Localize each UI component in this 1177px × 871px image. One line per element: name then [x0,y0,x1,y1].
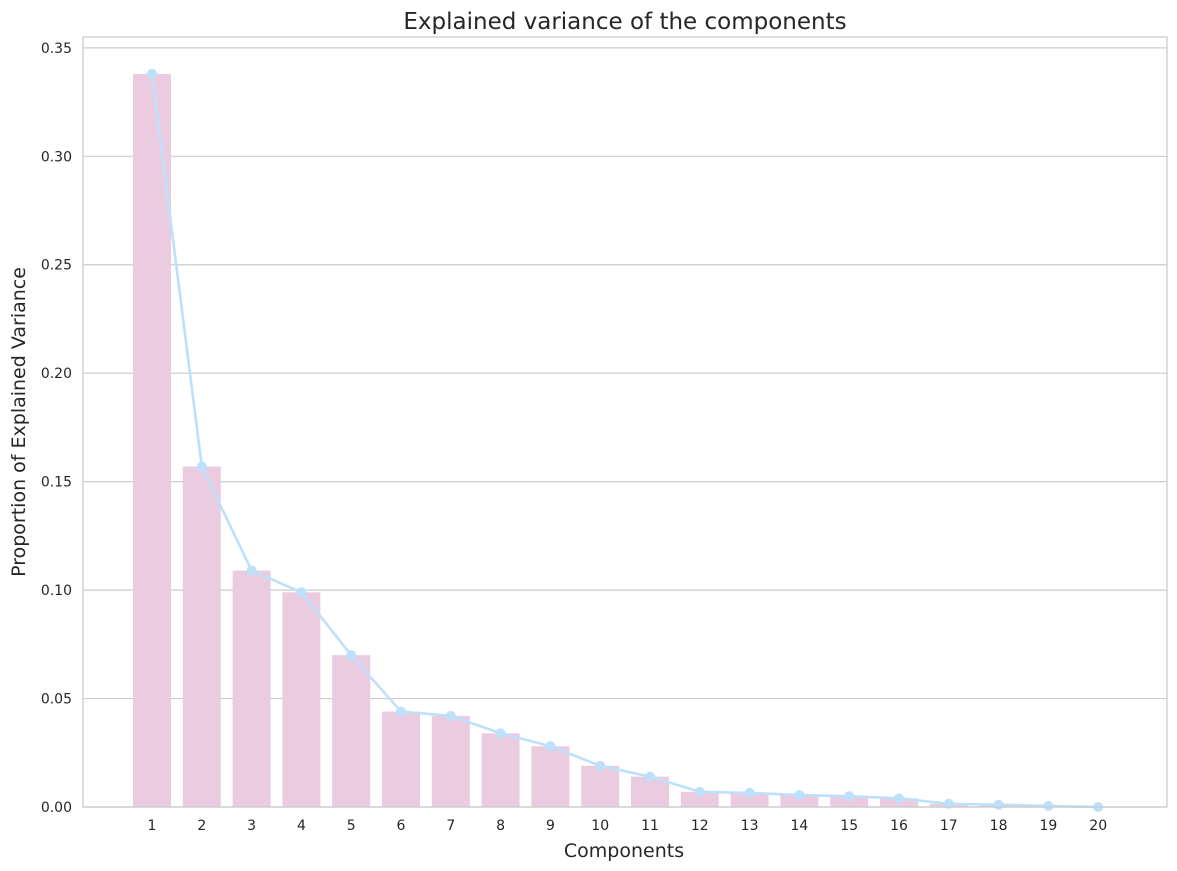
line-point [196,461,207,472]
bar [481,733,520,807]
y-tick-label: 0.05 [41,692,72,708]
line-point [943,798,954,809]
x-tick-label: 8 [496,818,505,834]
bar [282,592,321,807]
bars [133,73,1068,808]
line-point [346,650,357,661]
x-tick-label: 13 [741,818,759,834]
bar [182,466,221,807]
x-tick-label: 6 [397,818,406,834]
plot-frame [82,36,1168,808]
x-tick-label: 16 [890,818,908,834]
x-tick-label: 18 [990,818,1008,834]
line-point [894,793,904,804]
x-axis-label: Components [564,840,684,862]
y-tick-label: 0.10 [41,583,72,599]
line-point [545,741,556,752]
x-tick-label: 4 [297,818,306,834]
line-point [844,791,855,802]
y-tick-label: 0.30 [41,149,72,165]
y-tick-labels: 0.00 0.05 0.10 0.15 0.20 0.25 0.30 0.35 [41,41,72,816]
x-tick-label: 14 [790,818,808,834]
bar [382,711,420,807]
y-tick-label: 0.25 [41,258,72,274]
line-point [794,790,805,801]
bar [780,795,819,807]
x-tick-label: 11 [641,818,659,834]
y-tick-label: 0.35 [41,41,72,57]
bar [232,570,271,807]
bar [730,792,769,807]
line-point [595,760,606,771]
x-tick-label: 10 [591,818,609,834]
x-tick-label: 12 [691,818,709,834]
line-point [396,706,406,717]
line-point [645,771,655,782]
x-tick-labels: 1 2 3 4 5 6 7 8 9 10 11 12 13 14 15 16 17 18 19 20 [148,818,1108,834]
x-tick-label: 15 [840,818,858,834]
bar [830,796,869,807]
x-tick-label: 7 [446,818,455,834]
y-tick-label: 0.20 [41,366,72,382]
x-tick-label: 19 [1039,818,1057,834]
chart-title: Explained variance of the components [403,9,846,35]
x-tick-label: 17 [940,818,958,834]
line-point [445,710,456,721]
y-axis-label: Proportion of Explained Variance [8,267,30,577]
line-point [246,565,257,576]
x-tick-label: 20 [1089,818,1107,834]
y-tick-label: 0.00 [41,800,72,816]
x-tick-label: 3 [247,818,256,834]
bar [680,791,719,807]
line-point [993,799,1004,810]
variance-line [147,68,1104,812]
bar [431,715,470,807]
line-point [296,587,307,598]
line-point [694,786,705,797]
x-tick-label: 5 [347,818,356,834]
x-tick-label: 2 [197,818,206,834]
x-tick-label: 9 [546,818,555,834]
bar [531,746,570,807]
series-line [150,73,1099,809]
line-point [1043,800,1054,811]
y-tick-label: 0.15 [41,475,72,491]
bar [581,765,620,807]
bar [332,655,371,807]
line-point [147,68,157,79]
x-tick-label: 1 [148,818,157,834]
line-point [495,728,506,739]
bar [133,73,171,808]
line-point [744,787,755,798]
